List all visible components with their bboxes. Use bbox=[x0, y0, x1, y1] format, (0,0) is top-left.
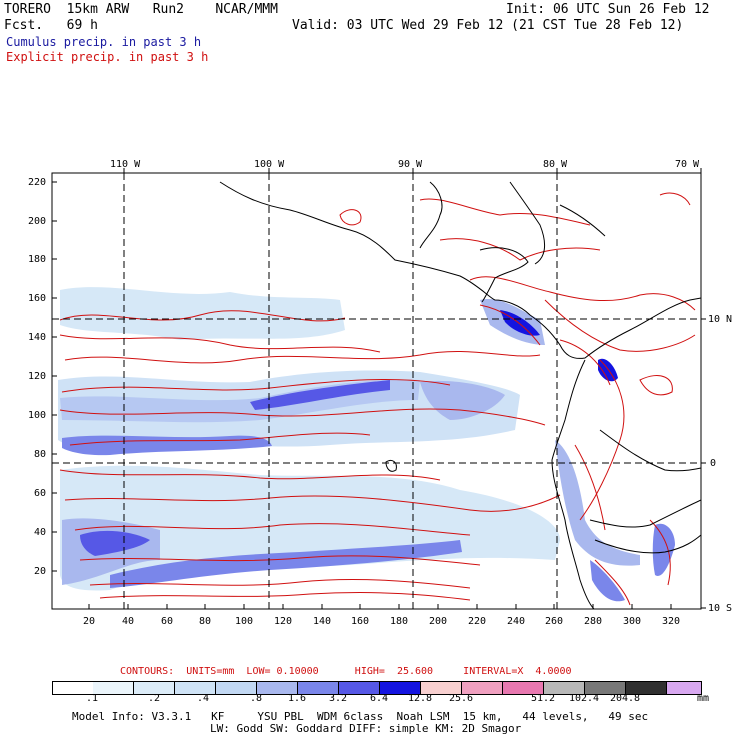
lon-label: 110 W bbox=[110, 159, 141, 170]
x-tick: 120 bbox=[274, 616, 292, 627]
y-tick-labels: 220 200 180 160 140 120 100 80 60 40 20 bbox=[28, 177, 46, 577]
x-tick: 160 bbox=[351, 616, 369, 627]
colorbar-cell bbox=[93, 681, 134, 695]
colorbar-cell bbox=[503, 681, 544, 695]
x-tick: 320 bbox=[662, 616, 680, 627]
colorbar-label: 102.4 bbox=[568, 693, 600, 704]
lon-label: 70 W bbox=[675, 159, 700, 170]
lon-label: 100 W bbox=[254, 159, 285, 170]
y-tick: 160 bbox=[28, 293, 46, 304]
coastlines bbox=[219, 181, 702, 610]
colorbar-cell bbox=[462, 681, 503, 695]
top-lon-labels: 110 W 100 W 90 W 80 W 70 W bbox=[110, 159, 700, 170]
lat-label: 10 S bbox=[708, 603, 732, 614]
colorbar-label: .8 bbox=[249, 693, 263, 704]
legend-cumulus: Cumulus precip. in past 3 h bbox=[6, 35, 202, 49]
x-tick: 40 bbox=[122, 616, 134, 627]
colorbar-cell bbox=[667, 681, 702, 695]
colorbar-cell bbox=[216, 681, 257, 695]
colorbar-label: .1 bbox=[85, 693, 99, 704]
colorbar-label: .2 bbox=[147, 693, 161, 704]
colorbar-cell bbox=[134, 681, 175, 695]
y-tick: 60 bbox=[34, 488, 46, 499]
lat-label: 10 N bbox=[708, 314, 732, 325]
x-tick: 20 bbox=[83, 616, 95, 627]
init-time: Init: 06 UTC Sun 26 Feb 12 bbox=[506, 2, 710, 17]
colorbar-label: 6.4 bbox=[369, 693, 389, 704]
colorbar-cell bbox=[298, 681, 339, 695]
y-tick: 200 bbox=[28, 216, 46, 227]
colorbar-cell bbox=[544, 681, 585, 695]
colorbar-cell bbox=[421, 681, 462, 695]
physics-info: LW: Godd SW: Goddard DIFF: simple KM: 2D… bbox=[210, 722, 522, 735]
colorbar-label: 1.6 bbox=[287, 693, 307, 704]
x-tick: 200 bbox=[429, 616, 447, 627]
colorbar-cell bbox=[380, 681, 421, 695]
colorbar-label: 25.6 bbox=[448, 693, 474, 704]
x-tick: 80 bbox=[199, 616, 211, 627]
y-tick: 20 bbox=[34, 566, 46, 577]
colorbar-label: 12.8 bbox=[407, 693, 433, 704]
x-tick: 300 bbox=[623, 616, 641, 627]
colorbar-cell bbox=[339, 681, 380, 695]
model-title: TORERO 15km ARW Run2 NCAR/MMM bbox=[4, 2, 278, 17]
lat-label: 0 bbox=[710, 458, 716, 469]
y-tick: 80 bbox=[34, 449, 46, 460]
contours-info: CONTOURS: UNITS=mm LOW= 0.10000 HIGH= 25… bbox=[120, 666, 572, 677]
y-tick: 140 bbox=[28, 332, 46, 343]
colorbar-label: .4 bbox=[196, 693, 210, 704]
cumulus-precip-fill bbox=[58, 287, 675, 602]
x-tick-labels: 20 40 60 80 100 120 140 160 180 200 220 … bbox=[83, 616, 680, 627]
x-tick: 60 bbox=[161, 616, 173, 627]
precip-map: 110 W 100 W 90 W 80 W 70 W 10 N 0 10 S 2… bbox=[28, 159, 732, 627]
model-info: Model Info: V3.3.1 KF YSU PBL WDM 6class… bbox=[72, 710, 649, 723]
x-tick: 180 bbox=[390, 616, 408, 627]
lon-label: 90 W bbox=[398, 159, 423, 170]
x-tick: 100 bbox=[235, 616, 253, 627]
y-tick: 220 bbox=[28, 177, 46, 188]
y-tick: 100 bbox=[28, 410, 46, 421]
colorbar-label: 3.2 bbox=[328, 693, 348, 704]
grid-lines bbox=[52, 173, 701, 609]
colorbar-label: 51.2 bbox=[530, 693, 556, 704]
colorbar-units: mm bbox=[696, 693, 710, 704]
colorbar-cell bbox=[175, 681, 216, 695]
x-tick: 220 bbox=[468, 616, 486, 627]
colorbar-cell bbox=[585, 681, 626, 695]
y-tick: 40 bbox=[34, 527, 46, 538]
forecast-hour: Fcst. 69 h bbox=[4, 18, 98, 33]
tick-marks bbox=[52, 168, 706, 609]
explicit-precip-contours bbox=[59, 192, 696, 606]
colorbar-label: 204.8 bbox=[609, 693, 641, 704]
y-tick: 180 bbox=[28, 254, 46, 265]
colorbar-cell bbox=[626, 681, 667, 695]
x-tick: 280 bbox=[584, 616, 602, 627]
x-tick: 240 bbox=[507, 616, 525, 627]
y-tick: 120 bbox=[28, 371, 46, 382]
colorbar-cell bbox=[257, 681, 298, 695]
x-tick: 260 bbox=[545, 616, 563, 627]
legend-explicit: Explicit precip. in past 3 h bbox=[6, 50, 209, 64]
lon-label: 80 W bbox=[543, 159, 568, 170]
valid-time: Valid: 03 UTC Wed 29 Feb 12 (21 CST Tue … bbox=[292, 18, 684, 33]
map-frame bbox=[51, 172, 702, 610]
right-lat-labels: 10 N 0 10 S bbox=[708, 314, 732, 614]
x-tick: 140 bbox=[313, 616, 331, 627]
